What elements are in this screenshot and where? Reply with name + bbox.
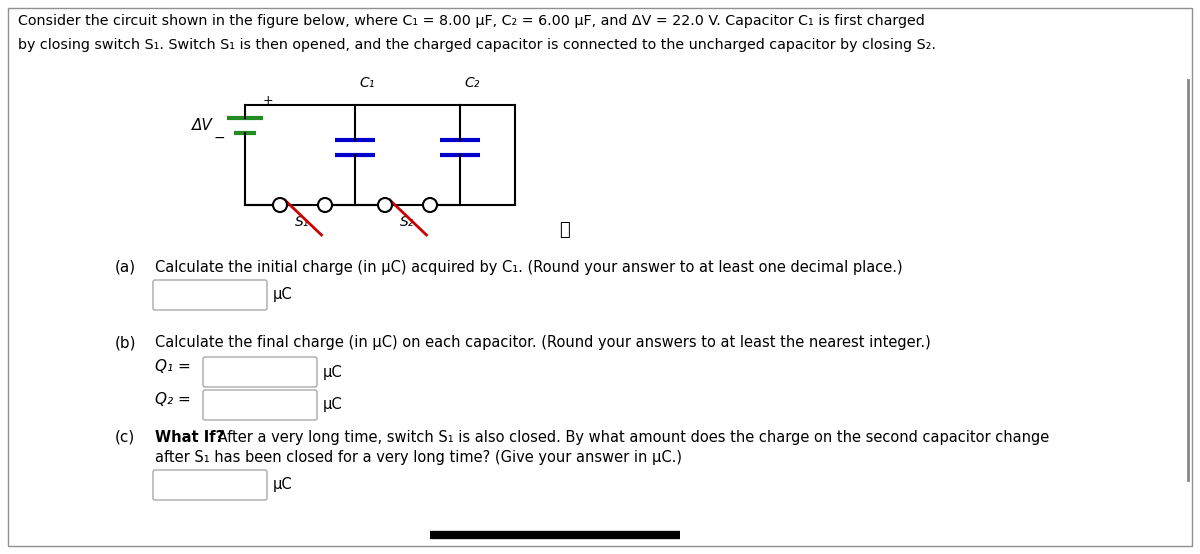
Circle shape bbox=[318, 198, 332, 212]
Text: S₁: S₁ bbox=[295, 215, 310, 229]
Text: After a very long time, switch S₁ is also closed. By what amount does the charge: After a very long time, switch S₁ is als… bbox=[214, 430, 1049, 445]
Text: S₂: S₂ bbox=[401, 215, 415, 229]
Text: Q₁ =: Q₁ = bbox=[155, 359, 191, 374]
Text: after S₁ has been closed for a very long time? (Give your answer in μC.): after S₁ has been closed for a very long… bbox=[155, 450, 682, 465]
Text: ΔV: ΔV bbox=[192, 117, 214, 132]
Text: Consider the circuit shown in the figure below, where C₁ = 8.00 μF, C₂ = 6.00 μF: Consider the circuit shown in the figure… bbox=[18, 14, 925, 28]
Text: (b): (b) bbox=[115, 335, 137, 350]
Text: μC: μC bbox=[323, 365, 343, 379]
Circle shape bbox=[274, 198, 287, 212]
FancyBboxPatch shape bbox=[203, 390, 317, 420]
Text: by closing switch S₁. Switch S₁ is then opened, and the charged capacitor is con: by closing switch S₁. Switch S₁ is then … bbox=[18, 38, 936, 52]
Text: Q₂ =: Q₂ = bbox=[155, 392, 191, 407]
Text: μC: μC bbox=[274, 288, 293, 302]
Text: (c): (c) bbox=[115, 430, 136, 445]
FancyBboxPatch shape bbox=[154, 470, 266, 500]
Text: What If?: What If? bbox=[155, 430, 224, 445]
Text: C₂: C₂ bbox=[464, 76, 479, 90]
Text: μC: μC bbox=[274, 478, 293, 493]
Text: Calculate the initial charge (in μC) acquired by C₁. (Round your answer to at le: Calculate the initial charge (in μC) acq… bbox=[155, 260, 902, 275]
FancyBboxPatch shape bbox=[203, 357, 317, 387]
Text: ⓘ: ⓘ bbox=[559, 221, 570, 239]
Circle shape bbox=[378, 198, 392, 212]
Text: −: − bbox=[214, 131, 226, 145]
Text: +: + bbox=[263, 94, 274, 106]
Text: μC: μC bbox=[323, 398, 343, 413]
Circle shape bbox=[424, 198, 437, 212]
FancyBboxPatch shape bbox=[154, 280, 266, 310]
Text: C₁: C₁ bbox=[359, 76, 374, 90]
Text: Calculate the final charge (in μC) on each capacitor. (Round your answers to at : Calculate the final charge (in μC) on ea… bbox=[155, 335, 931, 350]
Text: (a): (a) bbox=[115, 260, 136, 275]
